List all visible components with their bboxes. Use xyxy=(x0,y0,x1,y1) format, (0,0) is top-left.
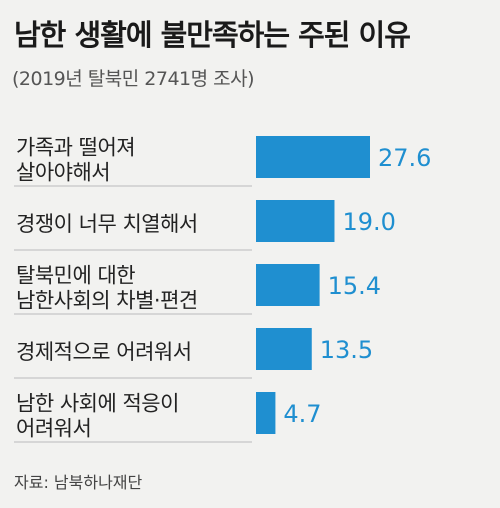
chart-subtitle: (2019년 탈북민 2741명 조사) xyxy=(12,68,255,90)
bar xyxy=(256,264,320,306)
category-label-line: 경제적으로 어려워서 xyxy=(16,340,192,364)
category-label-line: 탈북민에 대한 xyxy=(16,264,135,288)
bar xyxy=(256,136,370,178)
category-label: 탈북민에 대한 남한사회의 차별·편견 xyxy=(16,264,198,313)
value-label: 4.7 xyxy=(283,400,321,428)
category-label-line: 가족과 떨어져 xyxy=(16,136,135,160)
value-label: 19.0 xyxy=(342,208,395,236)
source-note: 자료: 남북하나재단 xyxy=(14,473,143,492)
chart-title: 남한 생활에 불만족하는 주된 이유 xyxy=(14,18,411,52)
category-label-line: 살아야해서 xyxy=(16,161,110,185)
value-label: 13.5 xyxy=(320,336,373,364)
bar xyxy=(256,200,335,242)
bar xyxy=(256,392,276,434)
category-label-line: 경쟁이 너무 치열해서 xyxy=(16,212,198,236)
bar xyxy=(256,328,312,370)
category-label-line: 어려워서 xyxy=(16,417,91,441)
category-label: 남한 사회에 적응이 어려워서 xyxy=(16,392,179,441)
category-label-line: 남한사회의 차별·편견 xyxy=(16,289,198,313)
category-label: 경제적으로 어려워서 xyxy=(16,340,192,364)
category-label-line: 남한 사회에 적응이 xyxy=(16,392,179,416)
value-label: 15.4 xyxy=(328,272,381,300)
category-label: 가족과 떨어져 살아야해서 xyxy=(16,136,135,185)
value-label: 27.6 xyxy=(378,144,431,172)
category-label: 경쟁이 너무 치열해서 xyxy=(16,212,198,236)
